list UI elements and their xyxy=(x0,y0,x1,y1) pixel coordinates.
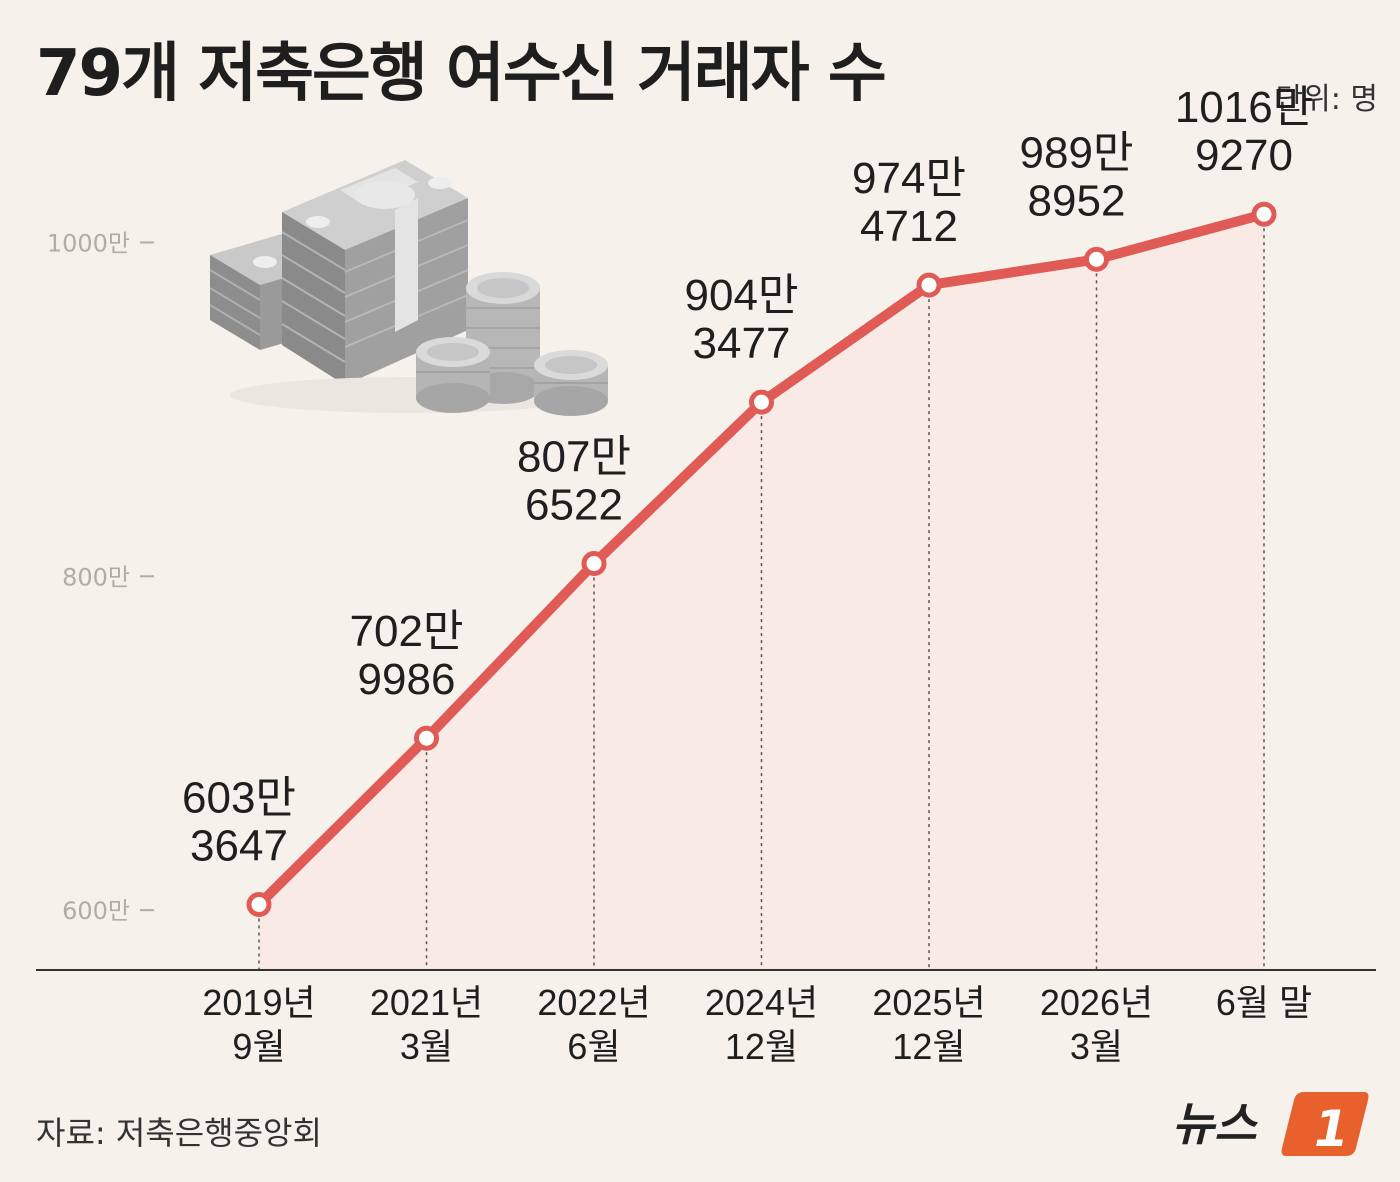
x-tick-label: 2025년 12월 xyxy=(872,982,985,1067)
data-point xyxy=(581,551,607,577)
x-tick-label: 2019년 9월 xyxy=(202,982,315,1067)
data-point xyxy=(749,389,774,415)
x-tick-label: 6월 말 xyxy=(1216,982,1312,1023)
y-tick-label: 600만 xyxy=(62,897,130,925)
data-point xyxy=(246,892,272,918)
data-point xyxy=(916,272,942,298)
data-label: 904만 3477 xyxy=(685,271,799,368)
data-point xyxy=(1084,246,1109,272)
y-tick: 1000만 xyxy=(47,229,154,257)
logo-mark-icon xyxy=(1281,1092,1369,1156)
x-tick-label: 2026년 3월 xyxy=(1040,982,1153,1067)
y-tick: 800만 xyxy=(62,563,154,591)
source-note: 자료: 저축은행중앙회 xyxy=(36,1114,322,1152)
chart-title: 79개 저축은행 여수신 거래자 수 xyxy=(36,37,887,111)
news1-logo: 뉴스 1 xyxy=(1172,1092,1369,1158)
logo-text: 뉴스 xyxy=(1172,1097,1258,1151)
data-label: 1016만 9270 xyxy=(1175,83,1313,180)
data-label: 603만 3647 xyxy=(182,774,296,871)
x-tick-label: 2024년 12월 xyxy=(705,982,818,1067)
data-label: 807만 6522 xyxy=(517,433,631,530)
x-tick-label: 2022년 6월 xyxy=(537,982,650,1067)
data-point xyxy=(1251,201,1277,227)
logo-mark-text: 1 xyxy=(1314,1100,1349,1158)
data-label: 974만 4712 xyxy=(852,154,966,251)
y-tick: 600만 xyxy=(62,897,154,925)
y-tick-label: 1000만 xyxy=(47,229,130,257)
data-point xyxy=(414,725,439,751)
data-label: 702만 9986 xyxy=(350,607,464,704)
y-tick-label: 800만 xyxy=(62,563,130,591)
data-label: 989만 8952 xyxy=(1020,128,1134,225)
money-stack-icon xyxy=(209,160,608,416)
x-tick-label: 2021년 3월 xyxy=(370,982,483,1067)
unit-label: 단위: 명 xyxy=(1275,82,1378,117)
